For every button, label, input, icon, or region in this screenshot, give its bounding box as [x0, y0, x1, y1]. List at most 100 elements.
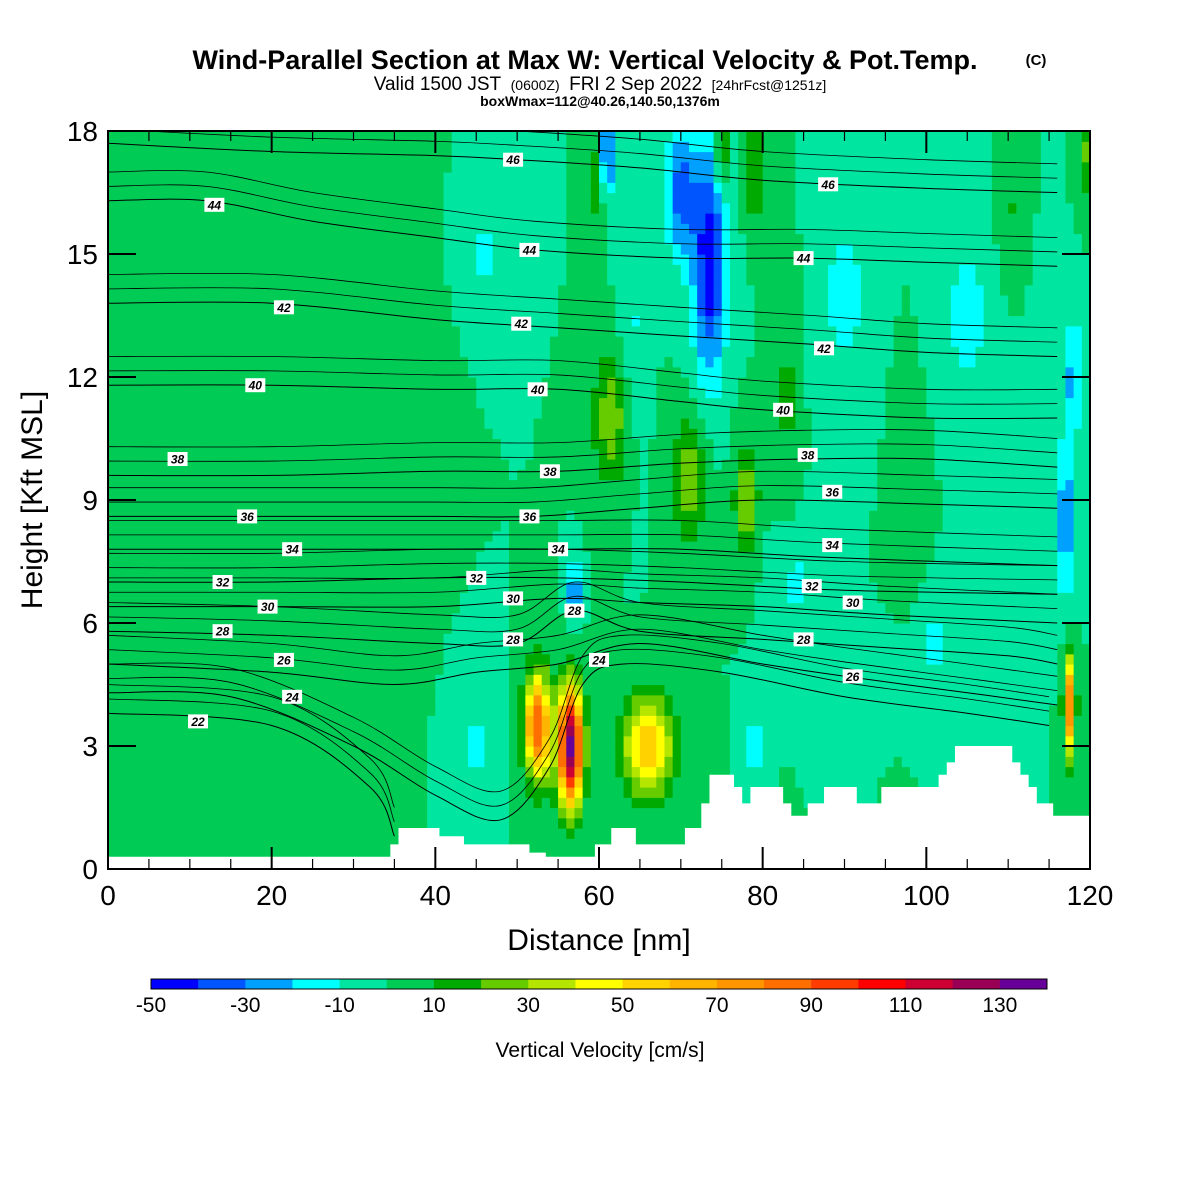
w-cell [189, 694, 199, 706]
w-cell [999, 623, 1009, 634]
w-cell [468, 623, 477, 634]
w-cell [689, 725, 698, 737]
w-cell [893, 705, 903, 716]
w-cell [566, 828, 576, 839]
w-cell [746, 715, 756, 727]
w-cell [296, 735, 305, 747]
w-cell [320, 817, 330, 829]
w-cell [967, 561, 977, 573]
w-cell [230, 459, 240, 470]
w-cell [369, 848, 379, 860]
w-cell [230, 807, 240, 819]
w-cell [345, 530, 355, 542]
w-cell [729, 520, 739, 532]
w-cell [639, 746, 649, 757]
w-cell [656, 756, 666, 768]
w-cell [1073, 643, 1083, 655]
w-cell [909, 653, 919, 665]
w-cell [492, 561, 502, 573]
w-cell [901, 633, 911, 645]
w-cell [410, 459, 420, 470]
w-cell [165, 756, 175, 768]
w-cell [271, 551, 281, 563]
w-cell [189, 623, 199, 634]
w-cell [934, 705, 944, 716]
w-cell [762, 623, 772, 634]
w-cell [541, 551, 551, 563]
w-cell [729, 756, 739, 768]
w-cell [844, 448, 854, 460]
w-cell [427, 817, 436, 829]
w-cell [148, 756, 158, 768]
w-cell [214, 787, 224, 798]
w-cell [394, 582, 404, 593]
w-cell [680, 817, 690, 829]
w-cell [950, 633, 960, 645]
w-cell [549, 694, 559, 706]
w-cell [770, 510, 780, 522]
w-cell [672, 469, 682, 481]
w-cell [983, 551, 993, 563]
w-cell [1032, 520, 1042, 532]
w-cell [198, 623, 207, 634]
w-cell [124, 551, 134, 563]
w-cell [991, 469, 1001, 481]
w-cell [1057, 735, 1067, 747]
w-cell [918, 674, 927, 686]
w-cell [1049, 479, 1058, 491]
w-cell [1024, 766, 1034, 778]
w-cell [263, 746, 273, 757]
w-cell [1016, 520, 1026, 532]
w-cell [934, 694, 944, 706]
w-cell [819, 520, 829, 532]
w-cell [492, 766, 502, 778]
w-cell [1032, 459, 1042, 470]
w-cell [615, 715, 625, 727]
w-cell [271, 828, 281, 839]
w-cell [222, 705, 232, 716]
w-cell [713, 489, 723, 501]
w-cell [828, 551, 837, 563]
w-cell [721, 756, 731, 768]
w-cell [672, 664, 682, 675]
w-cell [721, 541, 731, 552]
w-cell [378, 746, 387, 757]
w-cell [729, 500, 739, 511]
w-cell [443, 694, 453, 706]
w-cell [361, 705, 371, 716]
w-cell [116, 582, 125, 593]
w-cell [680, 510, 690, 522]
w-cell [304, 643, 314, 655]
w-cell [779, 592, 788, 604]
w-cell [926, 520, 936, 532]
w-cell [369, 694, 379, 706]
w-cell [541, 725, 551, 737]
w-cell [500, 643, 510, 655]
w-cell [762, 694, 772, 706]
w-cell [680, 746, 690, 757]
w-cell [1016, 530, 1026, 542]
w-cell [369, 776, 379, 788]
w-cell [999, 530, 1009, 542]
w-cell [639, 725, 649, 737]
w-cell [533, 459, 543, 470]
w-cell [877, 735, 887, 747]
w-cell [1065, 530, 1075, 542]
w-cell [345, 715, 355, 727]
w-cell [116, 489, 125, 501]
w-cell [566, 664, 576, 675]
w-cell [599, 520, 608, 532]
w-cell [779, 776, 788, 788]
w-cell [680, 582, 690, 593]
w-cell [689, 735, 698, 747]
w-cell [418, 612, 428, 624]
w-cell [607, 817, 616, 829]
w-cell [108, 623, 117, 634]
w-cell [1065, 479, 1075, 491]
w-cell [353, 551, 363, 563]
w-cell [909, 459, 919, 470]
w-cell [378, 828, 387, 839]
w-cell [500, 551, 510, 563]
w-cell [484, 787, 494, 798]
w-cell [165, 694, 175, 706]
